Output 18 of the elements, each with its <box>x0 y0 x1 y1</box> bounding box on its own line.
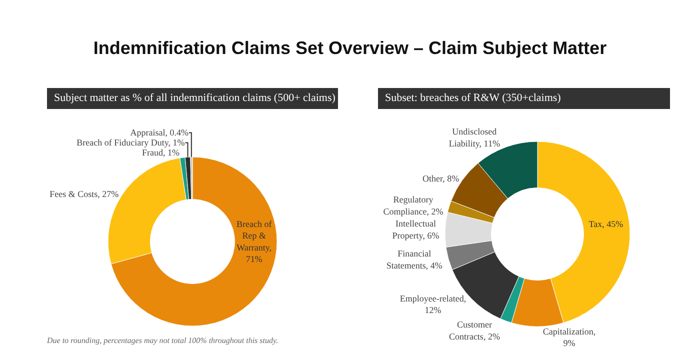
slice-label: Customer Contracts, 2% <box>448 320 500 342</box>
slice-label: Breach of Rep & Warranty, 71% <box>236 218 272 264</box>
slice-label: Appraisal, 0.4% <box>130 128 189 138</box>
slice-label: Intellectual Property, 6% <box>392 218 440 240</box>
slice-label: Tax, 45% <box>588 219 624 230</box>
slice-label: Breach of Fiduciary Duty, 1% <box>76 138 186 148</box>
text: Indemnification Claims Set Overview – Claim Subject Matter <box>92 38 608 59</box>
slice-label: Fraud, 1% <box>142 148 180 158</box>
slice-label: Fees & Costs, 27% <box>50 189 120 200</box>
chart-subtitle: Subset: breaches of R&W (350+claims) <box>378 88 670 109</box>
slice-label: Undisclosed Liability, 11% <box>448 126 500 148</box>
slice-label: Capitalization, 9% <box>542 326 596 348</box>
slice-label: Other, 8% <box>422 174 460 184</box>
text: Due to rounding, percentages may not total 100% throughout this study. <box>47 336 278 345</box>
slice-label: Financial Statements, 4% <box>386 248 443 270</box>
slice-label: Employee-related, 12% <box>400 293 466 316</box>
chart-subtitle: Subject matter as % of all indemnification claims (500+ claims) <box>47 88 338 109</box>
slice-label: Regulatory Compliance, 2% <box>383 194 444 216</box>
